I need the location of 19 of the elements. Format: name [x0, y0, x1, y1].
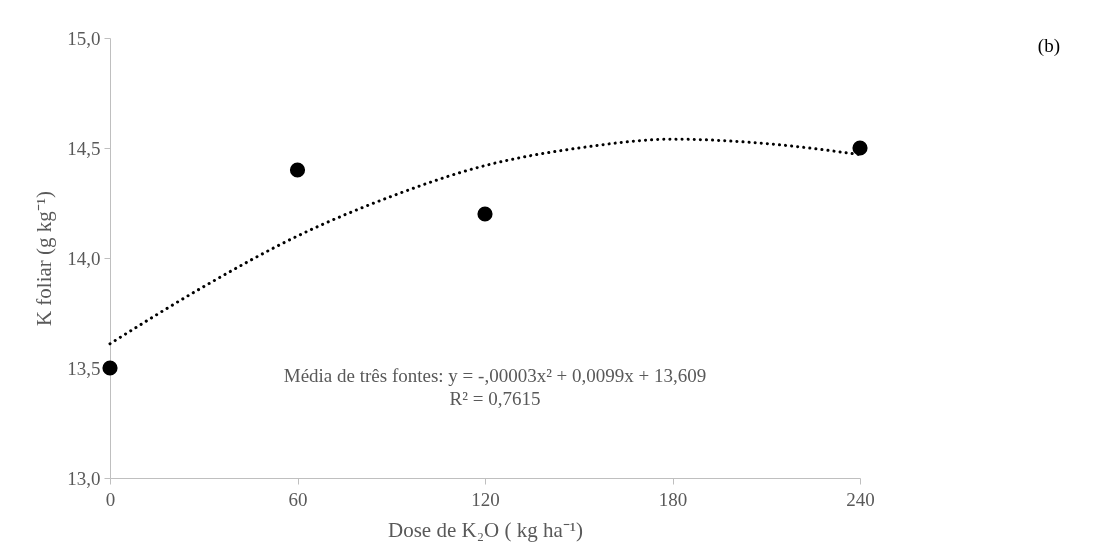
x-tick-label: 60 — [288, 488, 308, 510]
point — [102, 360, 118, 376]
point — [852, 140, 868, 156]
annotation: Média de três fontes: y = -,00003x² + 0,0099x + 13,609 — [283, 365, 707, 386]
x-tick-label: 240 — [846, 488, 875, 510]
point — [289, 162, 306, 178]
y-tick-label: 13,0 — [67, 467, 101, 489]
y-tick-label: 13,5 — [67, 357, 101, 379]
x-axis-title: Dose de K₂O ( kg ha⁻¹) — [388, 517, 583, 542]
y-tick-label: 14,5 — [67, 137, 101, 159]
x-tick-label: 180 — [658, 488, 688, 510]
text: (b) — [1037, 35, 1060, 57]
annotation: R² = 0,7615 — [449, 388, 541, 409]
x-tick-label: 0 — [105, 488, 116, 510]
y-tick-label: 14,0 — [67, 247, 101, 269]
point — [477, 206, 493, 222]
y-tick-label: 15,0 — [67, 27, 101, 49]
y-axis-title: K foliar (g kg⁻¹) — [32, 190, 57, 327]
x-tick-label: 120 — [471, 488, 500, 510]
